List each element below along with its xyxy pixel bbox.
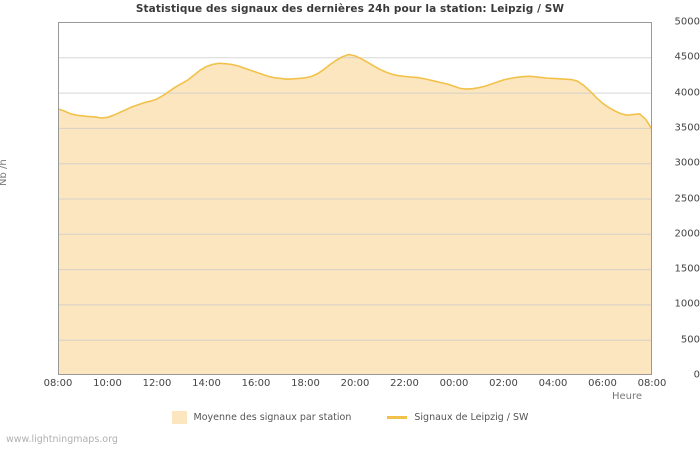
series-area-fill xyxy=(58,54,652,375)
legend-line-swatch-icon xyxy=(387,416,408,419)
x-tick-label: 12:00 xyxy=(142,378,172,389)
x-tick-label: 14:00 xyxy=(192,378,221,389)
y-tick-label: 1500 xyxy=(674,263,700,275)
y-tick-label: 0 xyxy=(693,369,700,381)
x-tick-label: 20:00 xyxy=(340,378,370,389)
x-tick-label: 00:00 xyxy=(439,378,469,389)
legend-label-average: Moyenne des signaux par station xyxy=(193,412,352,423)
y-tick-label: 2000 xyxy=(674,228,700,240)
chart-legend: Moyenne des signaux par station Signaux … xyxy=(0,411,700,424)
y-tick-label: 5000 xyxy=(674,16,700,28)
y-axis-label: Nb /h xyxy=(0,159,9,186)
footer-url: www.lightningmaps.org xyxy=(6,434,118,445)
legend-label-station: Signaux de Leipzig / SW xyxy=(414,412,529,423)
y-tick-label: 3500 xyxy=(674,122,700,134)
plot-svg xyxy=(58,22,652,375)
x-tick-label: 02:00 xyxy=(489,378,518,389)
legend-fill-swatch-icon xyxy=(171,411,187,424)
y-tick-label: 3000 xyxy=(674,157,700,169)
x-tick-label: 08:00 xyxy=(43,378,73,389)
x-tick-label: 10:00 xyxy=(93,378,122,389)
chart-title: Statistique des signaux des dernières 24… xyxy=(135,3,565,15)
legend-item-average: Moyenne des signaux par station xyxy=(171,411,352,424)
x-tick-label: 08:00 xyxy=(637,378,667,389)
y-tick-label: 2500 xyxy=(674,193,700,204)
x-tick-label: 16:00 xyxy=(241,378,271,389)
x-tick-label: 22:00 xyxy=(390,378,419,389)
legend-item-station: Signaux de Leipzig / SW xyxy=(387,412,528,423)
y-tick-label: 4000 xyxy=(674,87,700,99)
plot-area xyxy=(58,22,652,375)
x-tick-label: 04:00 xyxy=(538,378,568,389)
x-tick-label: 18:00 xyxy=(291,378,320,389)
series-line xyxy=(58,53,652,130)
x-axis-label: Heure xyxy=(612,391,643,402)
y-tick-label: 4500 xyxy=(674,51,700,63)
y-tick-label: 500 xyxy=(680,334,700,346)
y-tick-label: 1000 xyxy=(674,298,700,310)
x-tick-label: 06:00 xyxy=(588,378,617,389)
